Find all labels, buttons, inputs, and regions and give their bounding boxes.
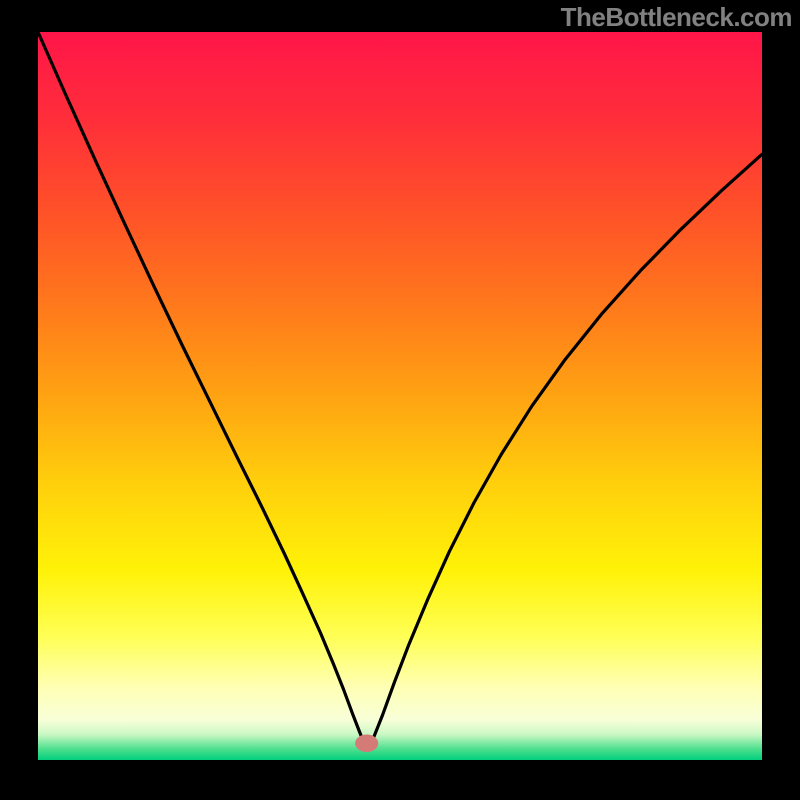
optimum-marker <box>355 735 378 752</box>
watermark-text: TheBottleneck.com <box>561 2 792 33</box>
plot-background <box>38 32 762 760</box>
bottleneck-chart <box>0 0 800 800</box>
